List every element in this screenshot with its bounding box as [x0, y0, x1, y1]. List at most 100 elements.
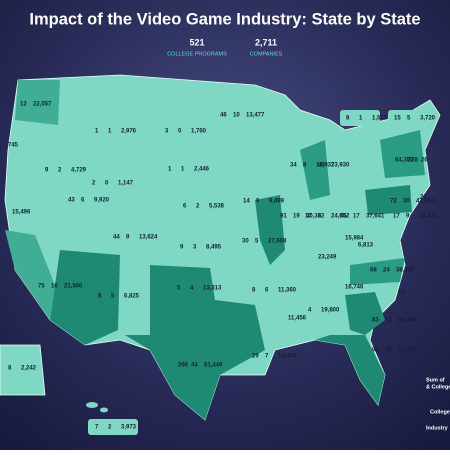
state-figure: 81,449 [204, 363, 223, 369]
state-figure: 3,973 [121, 425, 137, 431]
state-figure: 1,147 [118, 181, 134, 187]
state-figure: 7 [95, 425, 99, 431]
state-figure: 9,499 [269, 199, 285, 205]
callout-box [340, 110, 380, 126]
state-figure: 2 [92, 181, 96, 187]
legend-label: & College [426, 384, 450, 390]
state-figure: 4 [190, 286, 194, 292]
state-figure: 9,920 [94, 198, 110, 204]
state-figure: 2,446 [194, 167, 210, 173]
state-figure: 2,242 [21, 366, 37, 372]
state-figure: 28 [385, 348, 392, 354]
state-figure: 2 [196, 204, 200, 210]
legend-label: Sum of [426, 377, 445, 383]
state-figure: 1,760 [191, 129, 207, 135]
state-figure: 3 [193, 245, 197, 251]
state-figure: 10 [233, 113, 240, 119]
state-figure: 91 [280, 214, 287, 220]
mainland [4, 74, 441, 421]
state-figure: 75 [38, 284, 45, 290]
state-ny [380, 130, 425, 178]
state-figure: 1 [95, 129, 99, 135]
state-figure: 17 [393, 214, 400, 220]
state-figure: 64,357 [395, 158, 414, 164]
state-figure: 96 [372, 348, 379, 354]
companies-count: 2,711 [255, 37, 277, 47]
state-pa [365, 185, 412, 215]
state-figure: 30 [242, 239, 249, 245]
state-figure: 6,825 [124, 294, 140, 300]
state-figure: 26 [421, 158, 428, 164]
state-figure: 13,313 [203, 286, 222, 292]
state-figure: 15 [394, 116, 401, 122]
state-figure: 13,624 [139, 235, 158, 241]
state-figure: 0 [178, 129, 182, 135]
state-figure: 5,538 [209, 204, 225, 210]
state-ga [345, 292, 385, 335]
state-figure: 24,052 [331, 214, 350, 220]
state-figure: 43,284 [416, 199, 435, 205]
state-figure: 3 [165, 129, 169, 135]
callout-box [88, 419, 138, 435]
state-figure: 14 [243, 199, 250, 205]
state-figure: 17 [305, 214, 312, 220]
state-figure: 4,729 [71, 168, 87, 174]
state-figure: 6 [81, 198, 85, 204]
legend-label: Industry [426, 425, 449, 431]
state-mi [300, 140, 330, 200]
state-figure: 12 [398, 290, 405, 296]
state-figure: 15,984 [345, 236, 364, 242]
legend-label: College [430, 409, 450, 415]
state-figure: 9 [45, 168, 49, 174]
state-fl [315, 335, 385, 405]
state-figure: 0 [105, 181, 109, 187]
state-figure: 6,813 [358, 243, 374, 249]
state-figure: 11,360 [278, 288, 297, 294]
state-figure: 6 [318, 214, 322, 220]
state-figure: 19 [293, 214, 300, 220]
state-figure: 44 [191, 363, 198, 369]
state-figure: 38,305 [396, 268, 415, 274]
title: Impact of the Video Game Industry: State… [29, 10, 420, 28]
state-figure: 2 [58, 168, 62, 174]
state-figure: 8 [252, 288, 256, 294]
state-figure: 1 [359, 116, 363, 122]
hawaii [86, 402, 98, 408]
state-figure: 5 [255, 239, 259, 245]
state-figure: 13,477 [246, 113, 265, 119]
state-figure: 21,500 [64, 284, 83, 290]
state-figure: 16,746 [345, 285, 364, 291]
state-figure: 8 [98, 294, 102, 300]
state-figure: 12 [20, 102, 27, 108]
state-figure: 1,571 [372, 116, 388, 122]
state-figure: 44 [113, 235, 120, 241]
hawaii [100, 407, 108, 413]
companies-label: COMPANIES [250, 51, 283, 57]
state-figure: 7 [265, 354, 269, 360]
state-figure: 46 [220, 113, 227, 119]
state-figure: 27,608 [268, 239, 287, 245]
state-figure: 34 [290, 163, 297, 169]
state-tx [125, 265, 265, 420]
alaska [0, 344, 46, 396]
state-il [255, 195, 285, 265]
state-figure: 5 [177, 286, 181, 292]
state-figure: 3,720 [420, 116, 436, 122]
state-figure: 83 [372, 318, 379, 324]
state-figure: 8 [346, 116, 350, 122]
state-figure: 15,496 [12, 210, 31, 216]
state-figure: 5 [407, 116, 411, 122]
state-figure: 16 [51, 284, 58, 290]
state-figure: 6 [265, 288, 269, 294]
state-figure: 40,322 [306, 214, 325, 220]
state-figure: 5 [111, 294, 115, 300]
state-figure: 8 [303, 163, 307, 169]
state-figure: 72 [390, 199, 397, 205]
state-figure: 30 [403, 199, 410, 205]
state-figure: 1 [108, 129, 112, 135]
legend: Sum of& College College Industry [426, 377, 450, 431]
state-figure: 29 [252, 354, 259, 360]
state-figure: 228 [408, 158, 419, 164]
state-figure: 2 [108, 425, 112, 431]
